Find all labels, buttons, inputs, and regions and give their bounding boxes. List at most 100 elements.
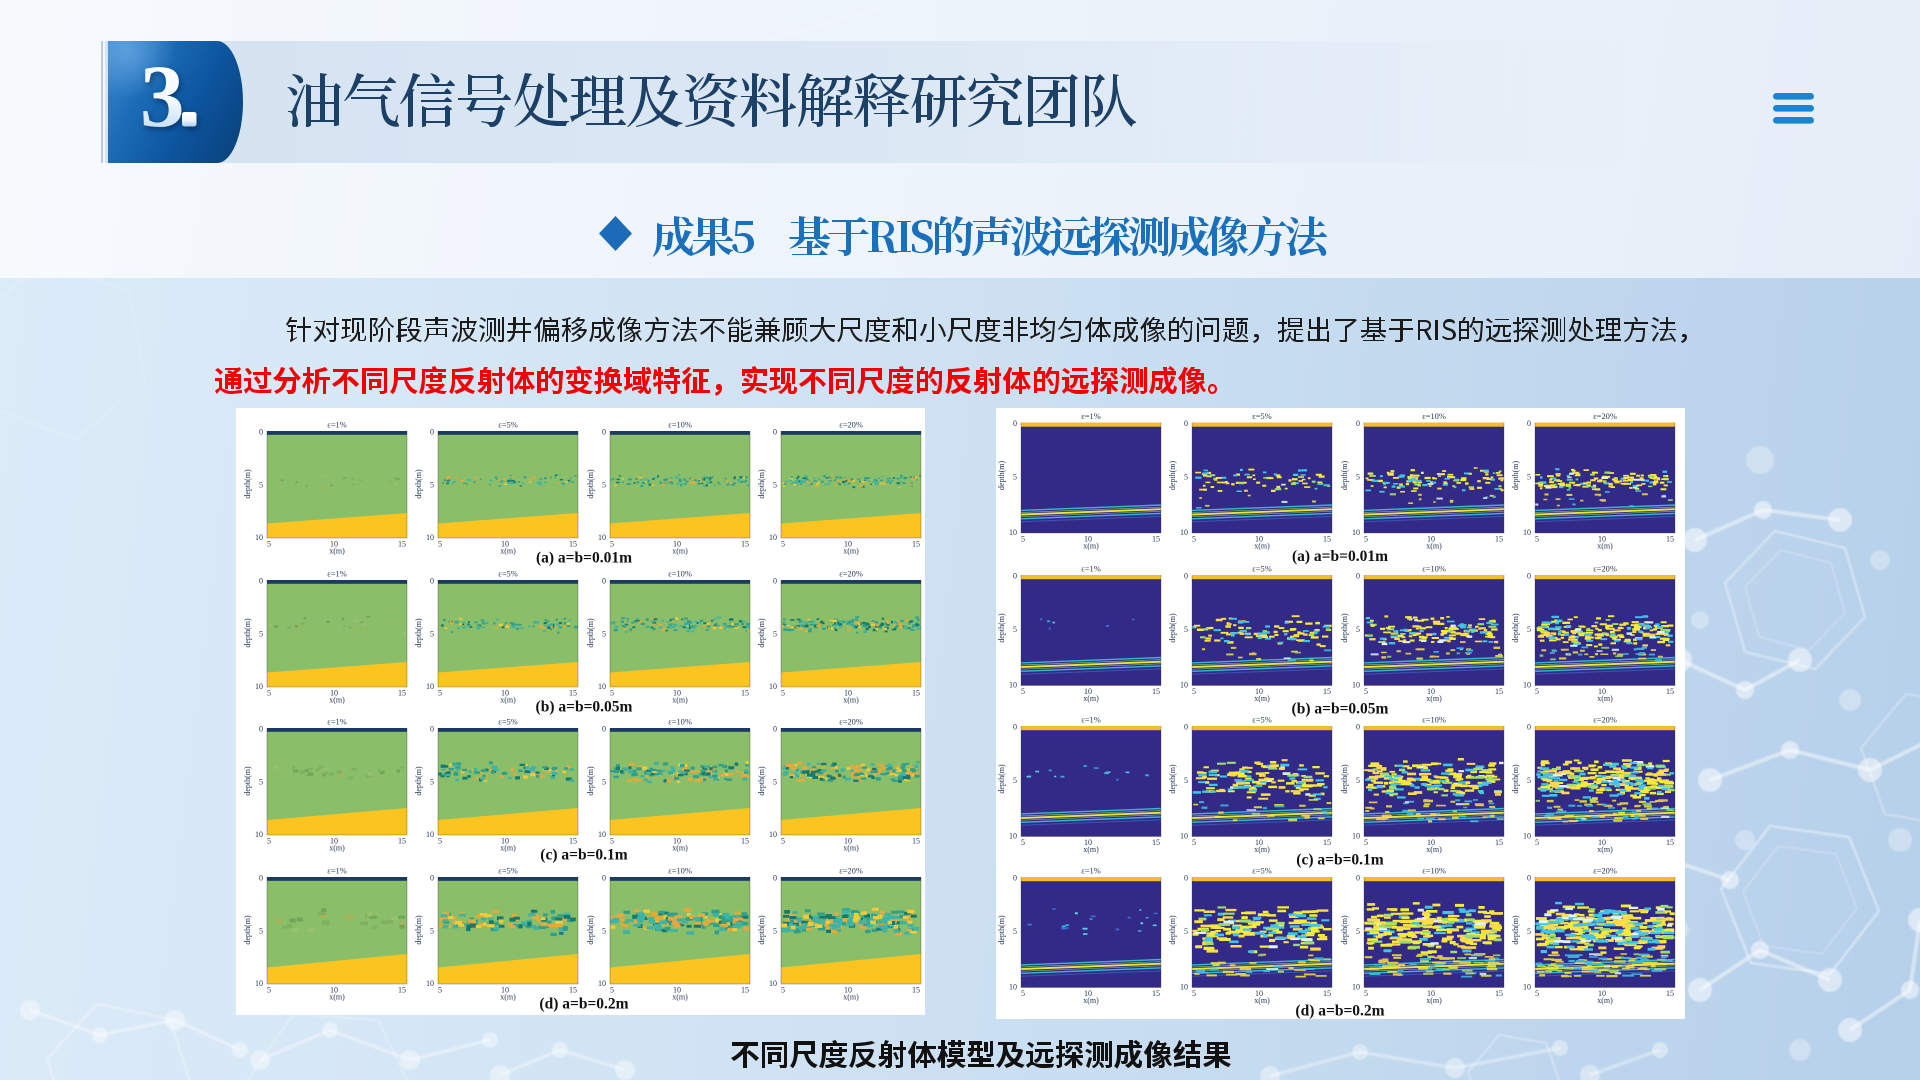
svg-text:depth(m): depth(m) [243, 766, 252, 796]
svg-text:5: 5 [438, 689, 442, 698]
svg-text:0: 0 [430, 428, 434, 437]
svg-text:depth(m): depth(m) [414, 469, 423, 499]
svg-text:x(m): x(m) [500, 696, 516, 705]
svg-text:0: 0 [1013, 723, 1017, 732]
svg-text:ε=1%: ε=1% [327, 867, 346, 876]
svg-text:5: 5 [781, 986, 785, 995]
svg-text:0: 0 [1013, 419, 1017, 428]
svg-text:ε=1%: ε=1% [327, 718, 346, 727]
svg-text:x(m): x(m) [329, 547, 345, 556]
svg-text:depth(m): depth(m) [1340, 613, 1349, 643]
svg-text:10: 10 [1598, 838, 1606, 847]
svg-text:5: 5 [438, 986, 442, 995]
svg-text:x(m): x(m) [672, 696, 688, 705]
svg-text:ε=10%: ε=10% [668, 718, 692, 727]
svg-text:10: 10 [673, 540, 681, 549]
svg-text:5: 5 [267, 689, 271, 698]
svg-text:10: 10 [1084, 989, 1092, 998]
svg-text:ε=20%: ε=20% [839, 421, 863, 430]
svg-text:15: 15 [1666, 687, 1674, 696]
svg-text:depth(m): depth(m) [1511, 613, 1520, 643]
svg-text:15: 15 [1495, 687, 1503, 696]
svg-text:15: 15 [741, 986, 749, 995]
svg-text:(b) a=b=0.05m: (b) a=b=0.05m [1292, 701, 1389, 718]
svg-text:5: 5 [430, 481, 434, 490]
svg-text:15: 15 [912, 689, 920, 698]
svg-text:5: 5 [602, 778, 606, 787]
svg-text:5: 5 [610, 837, 614, 846]
svg-text:10: 10 [769, 533, 777, 542]
svg-text:x(m): x(m) [1426, 542, 1442, 551]
svg-text:15: 15 [1152, 687, 1160, 696]
svg-text:depth(m): depth(m) [1340, 764, 1349, 794]
svg-text:10: 10 [673, 689, 681, 698]
svg-text:0: 0 [1184, 419, 1188, 428]
svg-text:5: 5 [430, 927, 434, 936]
svg-text:15: 15 [1152, 838, 1160, 847]
svg-text:10: 10 [1180, 832, 1188, 841]
svg-text:10: 10 [1180, 983, 1188, 992]
svg-text:(a) a=b=0.01m: (a) a=b=0.01m [1292, 548, 1388, 565]
svg-text:15: 15 [1495, 535, 1503, 544]
svg-text:15: 15 [1323, 838, 1331, 847]
svg-text:5: 5 [1021, 535, 1025, 544]
svg-text:5: 5 [259, 481, 263, 490]
svg-text:ε=10%: ε=10% [1422, 565, 1446, 574]
svg-text:15: 15 [398, 986, 406, 995]
svg-text:10: 10 [1009, 983, 1017, 992]
svg-text:depth(m): depth(m) [243, 915, 252, 945]
svg-text:15: 15 [1666, 989, 1674, 998]
svg-text:x(m): x(m) [672, 547, 688, 556]
svg-text:10: 10 [330, 540, 338, 549]
svg-text:5: 5 [1356, 473, 1360, 482]
svg-text:5: 5 [1527, 927, 1531, 936]
svg-text:5: 5 [1013, 776, 1017, 785]
svg-text:5: 5 [1364, 989, 1368, 998]
svg-text:5: 5 [430, 630, 434, 639]
svg-text:10: 10 [769, 830, 777, 839]
svg-text:ε=5%: ε=5% [1252, 867, 1271, 876]
svg-text:depth(m): depth(m) [414, 618, 423, 648]
svg-text:0: 0 [430, 577, 434, 586]
svg-text:10: 10 [501, 986, 509, 995]
svg-text:depth(m): depth(m) [757, 618, 766, 648]
svg-text:x(m): x(m) [1426, 845, 1442, 854]
svg-text:10: 10 [1598, 535, 1606, 544]
svg-text:x(m): x(m) [1083, 845, 1099, 854]
svg-text:x(m): x(m) [1083, 694, 1099, 703]
svg-text:x(m): x(m) [1597, 542, 1613, 551]
svg-text:5: 5 [267, 540, 271, 549]
svg-text:5: 5 [602, 630, 606, 639]
svg-text:0: 0 [430, 874, 434, 883]
svg-text:10: 10 [426, 682, 434, 691]
svg-text:5: 5 [773, 778, 777, 787]
svg-text:ε=20%: ε=20% [839, 867, 863, 876]
svg-text:5: 5 [602, 481, 606, 490]
svg-text:10: 10 [1352, 983, 1360, 992]
svg-text:5: 5 [1527, 625, 1531, 634]
svg-text:15: 15 [741, 540, 749, 549]
svg-text:x(m): x(m) [1254, 845, 1270, 854]
svg-text:depth(m): depth(m) [1511, 915, 1520, 945]
svg-text:10: 10 [844, 540, 852, 549]
svg-text:15: 15 [1152, 535, 1160, 544]
svg-text:0: 0 [1356, 874, 1360, 883]
svg-text:15: 15 [1323, 989, 1331, 998]
svg-text:5: 5 [1364, 535, 1368, 544]
svg-text:x(m): x(m) [1254, 542, 1270, 551]
svg-text:0: 0 [430, 725, 434, 734]
svg-text:10: 10 [1255, 687, 1263, 696]
svg-text:x(m): x(m) [1597, 845, 1613, 854]
svg-text:5: 5 [610, 540, 614, 549]
svg-text:ε=20%: ε=20% [839, 718, 863, 727]
svg-text:ε=1%: ε=1% [327, 570, 346, 579]
svg-text:5: 5 [1021, 989, 1025, 998]
svg-text:0: 0 [602, 577, 606, 586]
svg-text:ε=10%: ε=10% [668, 570, 692, 579]
svg-text:10: 10 [1352, 528, 1360, 537]
svg-text:5: 5 [1021, 838, 1025, 847]
svg-text:ε=10%: ε=10% [1422, 716, 1446, 725]
svg-text:0: 0 [773, 428, 777, 437]
svg-text:depth(m): depth(m) [997, 915, 1006, 945]
svg-text:ε=5%: ε=5% [1252, 412, 1271, 421]
